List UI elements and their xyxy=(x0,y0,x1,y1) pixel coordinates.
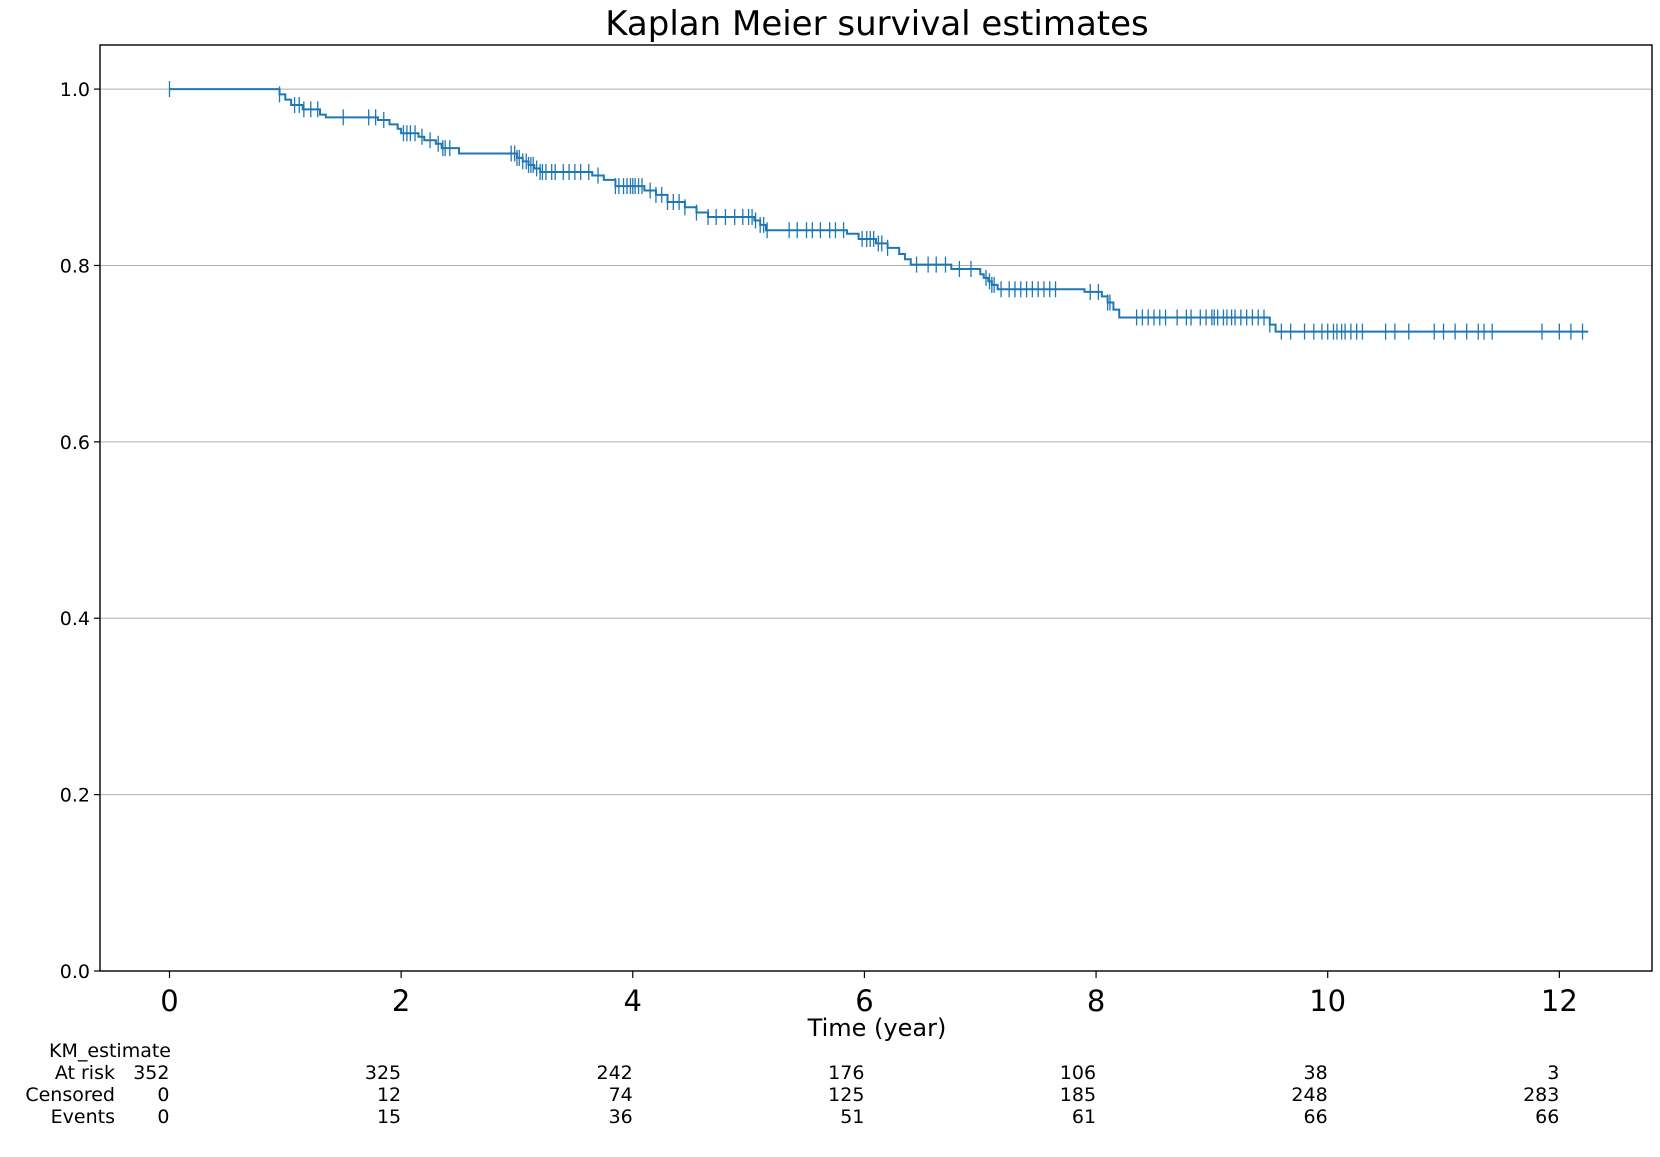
risk-cell: 51 xyxy=(840,1106,864,1128)
x-tick-label: 6 xyxy=(855,984,873,1018)
x-axis-label: Time (year) xyxy=(807,1014,947,1042)
risk-cell: 15 xyxy=(377,1106,401,1128)
risk-cell: 12 xyxy=(377,1084,401,1106)
y-tick-label: 0.8 xyxy=(60,255,90,277)
risk-cell: 176 xyxy=(828,1062,864,1084)
risk-cell: 3 xyxy=(1547,1062,1559,1084)
risk-cell: 36 xyxy=(609,1106,633,1128)
risk-row-label: Censored xyxy=(25,1084,115,1106)
y-tick-label: 1.0 xyxy=(60,79,90,101)
risk-cell: 248 xyxy=(1291,1084,1327,1106)
y-tick-label: 0.6 xyxy=(60,432,90,454)
risk-cell: 0 xyxy=(157,1084,169,1106)
risk-cell: 74 xyxy=(609,1084,633,1106)
risk-row-label: Events xyxy=(51,1106,115,1128)
x-tick-label: 12 xyxy=(1541,984,1578,1018)
grid-lines xyxy=(100,88,1652,972)
risk-cell: 106 xyxy=(1060,1062,1096,1084)
x-tick-label: 4 xyxy=(624,984,642,1018)
plot-frame xyxy=(99,44,1653,972)
risk-cell: 66 xyxy=(1304,1106,1328,1128)
x-tick-label: 0 xyxy=(160,984,178,1018)
y-axis: 0.0 0.2 0.4 0.6 0.8 1.0 xyxy=(60,79,100,983)
x-tick-label: 8 xyxy=(1087,984,1105,1018)
plot-area xyxy=(168,81,1589,340)
risk-cell: 352 xyxy=(133,1062,169,1084)
x-tick-label: 2 xyxy=(392,984,410,1018)
chart-title: Kaplan Meier survival estimates xyxy=(605,4,1149,44)
risk-cell: 0 xyxy=(157,1106,169,1128)
risk-cell: 242 xyxy=(597,1062,633,1084)
risk-cell: 325 xyxy=(365,1062,401,1084)
y-tick-label: 0.2 xyxy=(60,785,90,807)
risk-cell: 61 xyxy=(1072,1106,1096,1128)
risk-row-label: At risk xyxy=(55,1062,115,1084)
risk-cell: 283 xyxy=(1523,1084,1559,1106)
x-axis: 0 2 4 6 8 10 12 xyxy=(160,971,1578,1018)
survival-curve xyxy=(169,88,1589,333)
y-tick-label: 0.4 xyxy=(60,608,90,630)
risk-cell: 66 xyxy=(1535,1106,1559,1128)
risk-cell: 38 xyxy=(1304,1062,1328,1084)
y-tick-label: 0.0 xyxy=(60,961,90,983)
risk-cell: 185 xyxy=(1060,1084,1096,1106)
risk-cell: 125 xyxy=(828,1084,864,1106)
risk-table-group-label: KM_estimate xyxy=(49,1040,171,1062)
x-tick-label: 10 xyxy=(1309,984,1346,1018)
